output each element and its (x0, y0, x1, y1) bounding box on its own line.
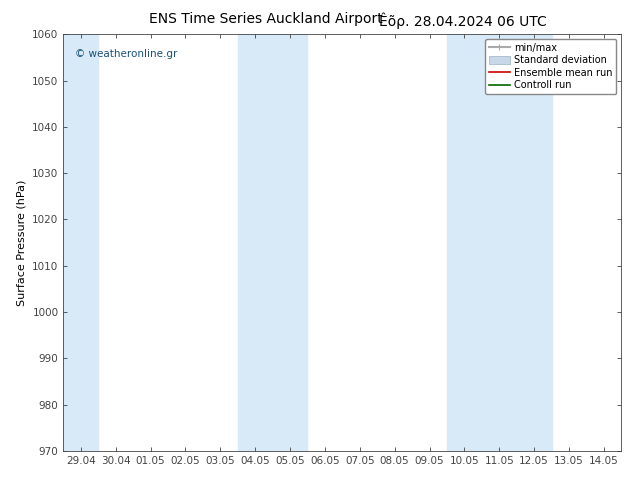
Bar (447, 34, 552, 451)
Text: ENS Time Series Auckland Airport: ENS Time Series Auckland Airport (150, 12, 383, 26)
Bar (238, 34, 307, 451)
Text: © weatheronline.gr: © weatheronline.gr (75, 49, 177, 59)
Legend: min/max, Standard deviation, Ensemble mean run, Controll run: min/max, Standard deviation, Ensemble me… (485, 39, 616, 94)
Y-axis label: Surface Pressure (hPa): Surface Pressure (hPa) (16, 179, 27, 306)
Text: Êõρ. 28.04.2024 06 UTC: Êõρ. 28.04.2024 06 UTC (379, 12, 547, 29)
Bar (63, 34, 98, 451)
